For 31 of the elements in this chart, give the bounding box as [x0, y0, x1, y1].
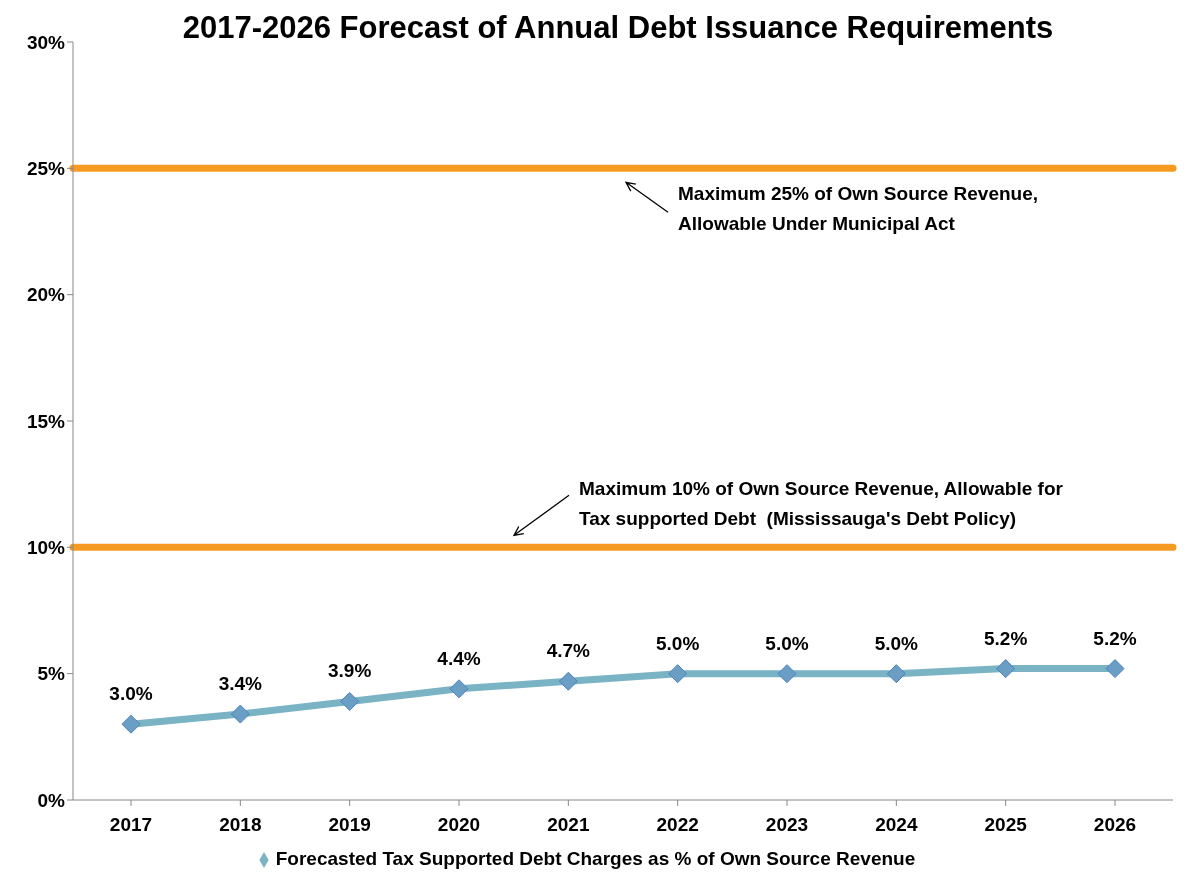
y-tick-label: 10% [26, 537, 66, 559]
x-tick-label: 2022 [656, 814, 699, 836]
data-label: 5.0% [765, 632, 809, 654]
y-tick-label: 20% [26, 284, 66, 306]
chart-title: 2017-2026 Forecast of Annual Debt Issuance Requirements [182, 10, 1054, 45]
ref-line-label: Maximum 25% of Own Source Revenue, Allowable Under Municipal Act [678, 183, 1039, 235]
data-label: 4.4% [437, 647, 481, 669]
data-label: 5.0% [656, 632, 700, 654]
y-tick-label: 25% [26, 158, 66, 180]
x-tick-label: 2025 [984, 814, 1028, 836]
y-tick-label: 5% [37, 663, 66, 685]
x-tick-label: 2026 [1093, 814, 1137, 836]
data-label: 5.0% [874, 632, 919, 654]
x-tick-label: 2021 [547, 814, 590, 836]
x-tick-label: 2023 [765, 814, 809, 836]
y-tick-label: 0% [37, 789, 66, 811]
data-label: 3.0% [109, 683, 153, 705]
data-label: 3.4% [218, 673, 263, 695]
data-label: 3.9% [328, 660, 372, 682]
x-tick-label: 2018 [219, 814, 262, 836]
x-tick-label: 2017 [109, 814, 153, 836]
x-tick-label: 2024 [875, 814, 918, 836]
ref-line-label: Maximum 10% of Own Source Revenue, Allowable for Tax supported Debt (Mississauga's Debt Policy) [579, 478, 1064, 530]
data-label: 5.2% [984, 627, 1028, 649]
y-tick-label: 15% [26, 410, 66, 432]
legend-label: Forecasted Tax Supported Debt Charges as % of Own Source Revenue [275, 848, 916, 869]
x-tick-label: 2019 [328, 814, 371, 836]
data-label: 4.7% [546, 640, 591, 662]
x-tick-label: 2020 [437, 814, 481, 836]
data-label: 5.2% [1093, 627, 1137, 649]
y-tick-label: 30% [26, 31, 66, 53]
